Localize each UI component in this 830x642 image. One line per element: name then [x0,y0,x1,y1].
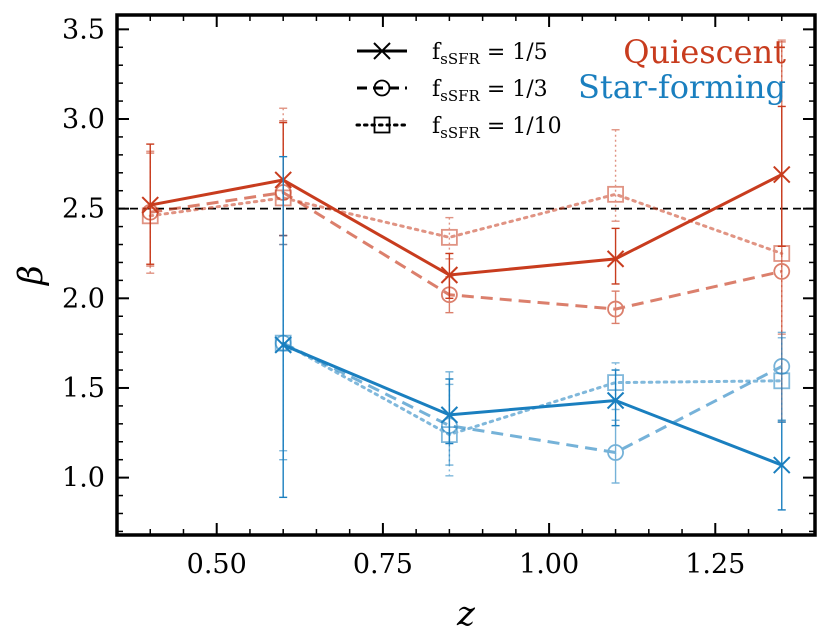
data-point-stroke-b [606,250,625,268]
data-point-stroke-b [773,456,791,474]
series-line [282,341,783,455]
y-tick-label: 2.5 [62,194,105,225]
series-5 [274,243,791,477]
legend-label: fsSFR = 1/10 [432,114,562,142]
series-2 [141,39,791,335]
error-bar [146,150,155,274]
axes-frame [115,13,817,537]
y-axis-label: β [11,265,51,287]
y-tick-label: 2.0 [62,283,105,314]
y-axis-label-group: β [11,265,51,287]
data-point [606,250,625,268]
series-line [148,192,784,255]
y-tick-label: 1.0 [62,463,105,494]
legend-entry: fsSFR = 1/3 [357,77,548,105]
data-point-stroke-b [440,266,459,284]
data-point [606,391,625,410]
data-point [607,185,624,203]
error-bar [611,362,620,411]
plot-inner [117,39,815,511]
data-point [607,374,624,391]
series-4 [274,234,791,484]
error-bar [279,243,288,452]
error-bar [279,234,288,461]
legend-label-prefix: f [432,114,442,139]
legend-entry: fsSFR = 1/5 [357,40,548,68]
group-label: Star-forming [578,68,786,106]
data-point [440,426,458,443]
x-axis-label: z [456,594,476,634]
error-bar [611,129,620,222]
data-point [440,228,458,246]
plot-area [117,39,815,511]
x-tick-label: 0.75 [353,549,413,580]
legend-label-suffix: = 1/5 [480,40,548,65]
legend-marker-stroke-b [373,42,391,60]
data-point [274,334,292,352]
data-point-stroke-b [606,391,625,410]
legend-label-suffix: = 1/3 [480,77,548,102]
series-line [150,190,783,311]
x-tick-label: 0.50 [187,549,247,580]
data-point [773,245,791,262]
y-tick-label: 3.5 [62,14,105,45]
legend-label: fsSFR = 1/3 [432,77,548,105]
error-bar [777,337,786,421]
legend-label-subscript: sSFR [440,124,480,142]
data-point [141,207,159,225]
x-tick-label: 1.00 [519,549,579,580]
data-point [440,286,458,304]
y-tick-label: 1.5 [62,373,105,404]
legend-marker [373,79,391,97]
group-label: Quiescent [623,33,786,71]
legend-marker [373,116,391,134]
series-line [281,341,784,437]
legend-label-prefix: f [432,40,442,65]
data-point [607,444,624,461]
data-point [440,266,459,284]
legend-label: fsSFR = 1/5 [432,40,548,68]
data-point [773,456,791,474]
legend-entry: fsSFR = 1/10 [355,114,562,142]
data-point [773,263,791,280]
x-tick-label: 1.25 [685,549,745,580]
data-point [773,372,791,390]
error-bar [445,216,454,260]
axes: 0.50 0.75 1.00 1.25 1.0 1.5 2.0 2.5 3.0 3.5 z β [11,13,817,634]
legend-label-suffix: = 1/10 [480,114,562,139]
error-bar [777,331,786,421]
legend-marker [373,42,391,60]
y-tick-label: 3.0 [62,104,105,135]
data-point [607,300,624,318]
legend-label-subscript: sSFR [440,50,480,68]
legend-label-subscript: sSFR [440,87,480,105]
error-bar [445,383,454,477]
series-line [149,173,783,277]
legend-label-prefix: f [432,77,442,102]
error-bar [611,290,620,325]
error-bar [611,227,620,285]
